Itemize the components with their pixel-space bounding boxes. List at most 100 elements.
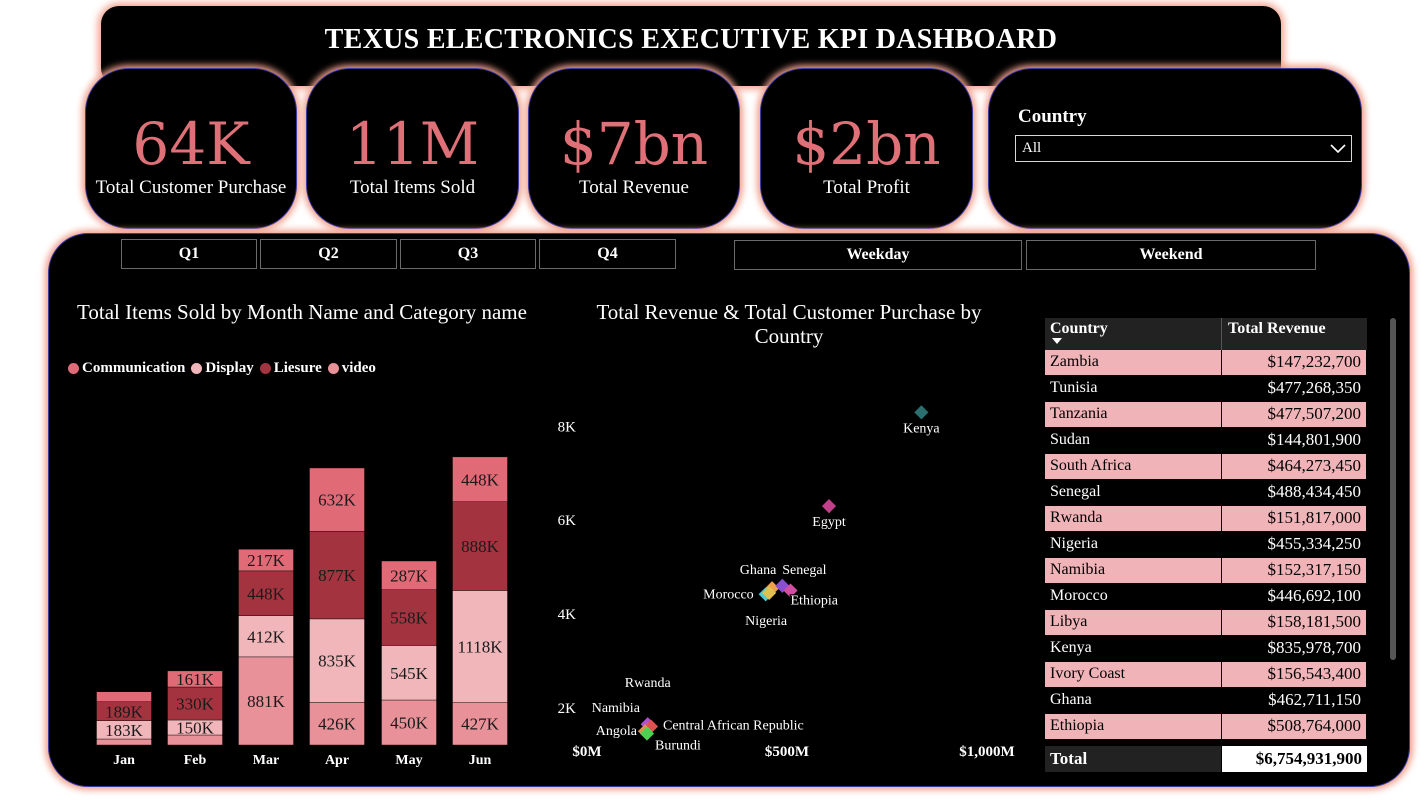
table-row[interactable]: Kenya $835,978,700 [1045,636,1367,662]
legend-dot [191,363,203,374]
bar-data-label: 448K [247,584,286,603]
table-row[interactable]: Libya $158,181,500 [1045,610,1367,636]
bar-segment-liesure-may[interactable] [381,589,437,646]
kpi-value: 64K [132,110,250,178]
cell-country: Ivory Coast [1045,662,1221,687]
y-tick-label: 8K [558,419,577,435]
table-row[interactable]: Nigeria $455,334,250 [1045,532,1367,558]
cell-revenue: $158,181,500 [1222,610,1366,635]
x-tick-label: $0M [572,744,601,760]
cell-country: Ethiopia [1045,714,1221,739]
bar-data-label: 189K [105,702,144,721]
bar-segment-liesure-feb[interactable] [167,686,223,721]
bar-segment-display-mar[interactable] [238,615,294,658]
y-tick-label: 4K [558,607,577,623]
bar-segment-communication-feb[interactable] [167,670,223,688]
scatter-point-ethiopia[interactable] [783,583,798,598]
bar-segment-communication-apr[interactable] [309,467,365,532]
bar-segment-display-jun[interactable] [452,590,508,703]
kpi-label: Total Customer Purchase [95,177,287,198]
bar-segment-video-jun[interactable] [452,702,508,746]
bar-data-label: 450K [390,714,429,733]
table-row[interactable]: Ghana $462,711,150 [1045,688,1367,714]
scatter-point-label: Ethiopia [791,594,839,609]
q1-button[interactable]: Q1 [121,239,257,269]
bar-segment-display-apr[interactable] [309,618,365,703]
bar-segment-communication-jun[interactable] [452,456,508,502]
kpi-card-profit: $2bn Total Profit [760,68,973,229]
bar-data-label: 888K [461,537,500,556]
legend-communication: Communication [68,360,185,377]
bar-segment-liesure-mar[interactable] [238,570,294,616]
bar-data-label: 632K [318,491,357,510]
bar-data-label: 150K [176,719,215,738]
scatter-point-label: Burundi [655,739,701,754]
column-header-country[interactable]: Country [1050,320,1108,337]
bar-segment-liesure-jun[interactable] [452,501,508,591]
scatter-point-label: Egypt [812,515,846,530]
bar-data-label: 183K [105,721,144,740]
bar-data-label: 448K [461,470,500,489]
column-header-revenue[interactable]: Total Revenue [1228,320,1326,337]
country-dropdown[interactable]: All [1015,135,1352,162]
bar-segment-communication-mar[interactable] [238,548,294,572]
q2-button[interactable]: Q2 [260,239,397,269]
legend-liesure: Liesure [259,360,322,377]
cell-revenue: $508,764,000 [1222,714,1366,739]
cell-revenue: $477,268,350 [1222,376,1366,401]
bar-chart-title: Total Items Sold by Month Name and Categ… [77,300,527,324]
table-row[interactable]: Sudan $144,801,900 [1045,428,1367,454]
table-row[interactable]: Ethiopia $508,764,000 [1045,714,1367,740]
q3-button[interactable]: Q3 [400,239,536,269]
bar-chart-legend: Communication Display Liesure video [68,360,376,377]
bar-data-label: 835K [318,652,357,671]
legend-dot [68,363,79,374]
table-row[interactable]: Zambia $147,232,700 [1045,350,1367,376]
table-scrollbar[interactable] [1390,318,1396,660]
column-divider [1221,318,1222,350]
table-row[interactable]: Senegal $488,434,450 [1045,480,1367,506]
cell-country: Senegal [1045,480,1221,505]
legend-label: Communication [82,360,186,376]
bar-segment-video-may[interactable] [381,699,437,746]
bar-segment-liesure-apr[interactable] [309,530,365,620]
kpi-card-revenue: $7bn Total Revenue [528,68,740,229]
scatter-point-egypt[interactable] [821,499,837,514]
scatter-point-label: Nigeria [745,614,788,629]
table-row[interactable]: Ivory Coast $156,543,400 [1045,662,1367,688]
table-row[interactable]: Namibia $152,317,150 [1045,558,1367,584]
table-row[interactable]: Tunisia $477,268,350 [1045,376,1367,402]
cell-country: Ghana [1045,688,1221,713]
table-row[interactable]: Morocco $446,692,100 [1045,584,1367,610]
bar-data-label: 1118K [457,637,503,656]
bar-segment-communication-may[interactable] [381,560,437,590]
kpi-value: $2bn [792,110,941,178]
bar-segment-video-apr[interactable] [309,702,365,746]
table-row[interactable]: Tanzania $477,507,200 [1045,402,1367,428]
cell-revenue: $152,317,150 [1222,558,1366,583]
legend-label: Liesure [273,360,322,376]
sort-down-icon[interactable] [1052,338,1062,345]
bar-segment-video-jan[interactable] [96,738,152,746]
legend-label: video [341,360,376,376]
bar-segment-video-mar[interactable] [238,656,294,746]
x-tick-label: Apr [325,753,349,768]
table-row[interactable]: Rwanda $151,817,000 [1045,506,1367,532]
cell-country: Sudan [1045,428,1221,453]
scatter-point-label: Senegal [782,563,826,578]
bar-data-label: 881K [247,692,286,711]
x-tick-label: $500M [765,744,809,760]
revenue-table: Country Total Revenue Total $6,754,931,9… [1045,318,1367,772]
total-value: $6,754,931,900 [1222,746,1367,772]
table-row[interactable]: South Africa $464,273,450 [1045,454,1367,480]
cell-country: Namibia [1045,558,1221,583]
scatter-point-kenya[interactable] [914,405,929,420]
legend-dot [259,363,271,374]
scatter-chart-title: Total Revenue & Total Customer Purchase … [596,300,982,348]
weekday-button[interactable]: Weekday [734,240,1022,270]
q4-button[interactable]: Q4 [539,239,676,269]
cell-country: Tanzania [1045,402,1221,427]
bar-segment-communication-jan[interactable] [96,691,152,702]
bar-segment-display-may[interactable] [381,645,437,701]
weekend-button[interactable]: Weekend [1026,240,1316,270]
